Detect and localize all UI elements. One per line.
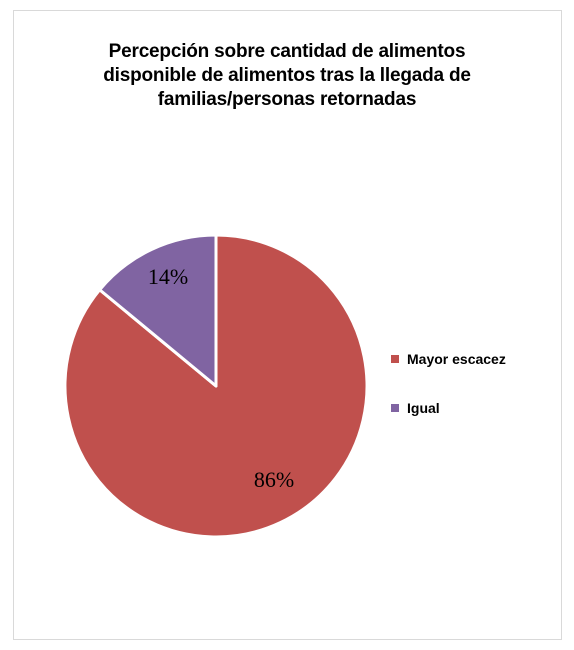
chart-legend: Mayor escacez Igual xyxy=(391,349,506,447)
legend-swatch-igual xyxy=(391,404,399,412)
data-label-igual: 14% xyxy=(148,264,188,289)
chart-title-line-3: familias/personas retornadas xyxy=(157,89,417,110)
legend-item-mayor-escacez: Mayor escacez xyxy=(391,349,506,369)
legend-label-igual: Igual xyxy=(407,400,440,416)
chart-title-line-2: disponible de alimentos tras la llegada … xyxy=(103,65,471,86)
chart-title-line-1: Percepción sobre cantidad de alimentos xyxy=(108,41,466,62)
pie-slice-mayor-escacez xyxy=(63,233,369,539)
data-label-mayor-escacez: 86% xyxy=(254,467,294,492)
legend-item-igual: Igual xyxy=(391,398,506,418)
legend-label-mayor-escacez: Mayor escacez xyxy=(407,351,506,367)
chart-title: Percepción sobre cantidad de alimentos d… xyxy=(0,40,574,112)
legend-swatch-mayor-escacez xyxy=(391,355,399,363)
pie-slice-igual xyxy=(98,233,218,388)
